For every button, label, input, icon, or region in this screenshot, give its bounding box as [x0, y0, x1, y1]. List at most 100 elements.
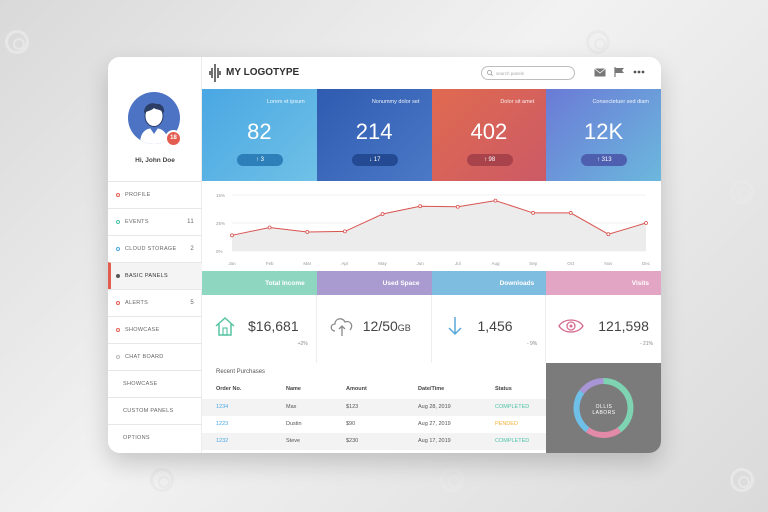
- data-point: [493, 198, 498, 203]
- column-header: Status: [495, 386, 512, 392]
- y-tick-label: 25%: [216, 221, 225, 226]
- stat-label: Nonummy dolor set: [371, 99, 420, 105]
- stat-value: 214: [355, 119, 393, 144]
- sidebar-item-chat-board[interactable]: CHAT BOARD: [108, 343, 202, 370]
- status-badge: COMPLETED: [495, 404, 530, 410]
- y-tick-label: 15%: [216, 193, 225, 198]
- watermark-icon: [296, 30, 320, 54]
- data-point: [455, 204, 460, 209]
- watermark-icon: [586, 30, 610, 54]
- search-placeholder: search panels: [496, 70, 525, 76]
- watermark-icon: [440, 468, 464, 492]
- data-point: [343, 229, 347, 234]
- watermark-icon: [730, 468, 754, 492]
- donut-segment: [573, 378, 634, 438]
- metric-value: 121,598: [598, 318, 649, 334]
- sidebar-item-events[interactable]: EVENTS 11: [108, 208, 202, 235]
- donut-chart-panel: OLLIS LABORS: [546, 363, 661, 453]
- table-row[interactable]: 1223 Dustin $90 Aug 27, 2019 PENDED: [202, 416, 546, 433]
- order-number-link[interactable]: 1223: [216, 421, 229, 427]
- sidebar-item-count: 5: [190, 300, 194, 306]
- category-used-space[interactable]: Used Space: [316, 271, 432, 295]
- column-header: Amount: [346, 386, 367, 392]
- watermark-icon: [150, 468, 174, 492]
- stat-tile[interactable]: Lorem et ipsum 82 ↑ 3: [202, 89, 317, 181]
- sidebar-item-label: SHOWCASE: [123, 381, 158, 387]
- sidebar-nav: PROFILE EVENTS 11 CLOUD STORAGE 2 BASIC …: [108, 181, 202, 451]
- area-fill: [232, 200, 646, 251]
- sidebar-item-options[interactable]: OPTIONS: [108, 424, 202, 451]
- x-tick-label: Oct: [567, 261, 575, 266]
- download-arrow-icon: [447, 317, 462, 336]
- category-downloads[interactable]: Downloads: [431, 271, 547, 295]
- x-tick-label: Jun: [417, 261, 425, 266]
- more-options-icon[interactable]: [633, 70, 645, 74]
- sidebar-item-cloud-storage[interactable]: CLOUD STORAGE 2: [108, 235, 202, 262]
- sidebar-item-showcase-2[interactable]: SHOWCASE: [108, 370, 202, 397]
- order-number-link[interactable]: 1234: [216, 404, 229, 410]
- stat-tiles: Lorem et ipsum 82 ↑ 3 Nonummy dolor set …: [202, 89, 661, 181]
- amount-cell: $123: [346, 404, 359, 410]
- table-row[interactable]: 1232 Steve $230 Aug 17, 2019 COMPLETED: [202, 433, 546, 450]
- category-visits[interactable]: Visits: [546, 271, 661, 295]
- sidebar-item-label: EVENTS: [125, 219, 149, 225]
- search-input[interactable]: search panels: [481, 66, 575, 80]
- logo-icon: [209, 64, 221, 82]
- order-number-link[interactable]: 1232: [216, 438, 229, 444]
- amount-cell: $90: [346, 421, 356, 427]
- sidebar-item-showcase[interactable]: SHOWCASE: [108, 316, 202, 343]
- stat-tile[interactable]: Nonummy dolor set 214 ↓ 17: [316, 89, 432, 181]
- sidebar-item-label: CHAT BOARD: [125, 354, 164, 360]
- column-header: Date/Time: [418, 386, 445, 392]
- sidebar-item-profile[interactable]: PROFILE: [108, 181, 202, 208]
- stat-change-badge: ↑ 313: [581, 154, 628, 166]
- data-point: [380, 212, 385, 216]
- avatar-image: [128, 92, 180, 144]
- stat-tile[interactable]: Consectetuer sed diam 12K ↑ 313: [546, 89, 661, 181]
- stat-value: 82: [247, 119, 272, 144]
- sidebar: 18 Hi, John Doe PROFILE EVENTS 11 CLOUD …: [108, 57, 202, 453]
- sidebar-item-label: PROFILE: [125, 192, 151, 198]
- bullet-icon: [116, 328, 120, 332]
- x-tick-label: Apr: [341, 261, 349, 266]
- x-tick-label: Aug: [491, 261, 500, 266]
- stat-change-badge: ↓ 17: [351, 154, 398, 166]
- x-tick-label: Feb: [266, 261, 274, 266]
- line-chart: 15% 25% 0% Jan Feb Mar Apr May Jun Jul Aug Sep Oct No…: [216, 193, 651, 266]
- sidebar-item-label: CLOUD STORAGE: [125, 246, 177, 252]
- avatar[interactable]: 18: [128, 92, 182, 147]
- y-tick-label: 0%: [216, 249, 223, 254]
- sidebar-item-count: 2: [190, 246, 194, 252]
- sidebar-item-basic-panels[interactable]: BASIC PANELS: [108, 262, 202, 289]
- stat-tile[interactable]: Dolor sit amet 402 ↑ 98: [431, 89, 547, 181]
- sidebar-item-custom-panels[interactable]: CUSTOM PANELS: [108, 397, 202, 424]
- user-greeting: Hi, John Doe: [135, 157, 175, 164]
- bullet-icon: [116, 274, 120, 278]
- x-tick-label: Mar: [303, 261, 311, 266]
- date-cell: Aug 28, 2019: [418, 404, 451, 410]
- sidebar-item-label: OPTIONS: [123, 435, 150, 441]
- data-point: [230, 233, 234, 238]
- name-cell: Dustin: [286, 421, 302, 427]
- x-tick-label: May: [378, 261, 387, 266]
- sidebar-item-alerts[interactable]: ALERTS 5: [108, 289, 202, 316]
- mail-icon[interactable]: [594, 67, 606, 77]
- category-total-income[interactable]: Total Income: [202, 271, 317, 295]
- donut-label: OLLIS LABORS: [592, 404, 616, 416]
- status-badge: PENDED: [495, 421, 518, 427]
- logo-text: MY LOGOTYPE: [226, 67, 300, 78]
- table-row[interactable]: 1234 Max $123 Aug 28, 2019 COMPLETED: [202, 399, 546, 416]
- column-header: Order No.: [216, 386, 242, 392]
- watermark-icon: [730, 180, 754, 204]
- donut-chart: [573, 378, 634, 438]
- notification-badge[interactable]: 18: [165, 130, 182, 147]
- donut-segment: [573, 378, 634, 438]
- column-header: Name: [286, 386, 301, 392]
- top-header: MY LOGOTYPE search panels: [202, 57, 661, 89]
- metric-visits: 121,598 - 21%: [546, 295, 661, 363]
- date-cell: Aug 27, 2019: [418, 421, 451, 427]
- flag-icon[interactable]: [614, 67, 625, 77]
- stat-value: 12K: [584, 119, 624, 144]
- stat-change-badge: ↑ 3: [237, 154, 283, 166]
- metric-total-income: $16,681 +2%: [202, 295, 317, 363]
